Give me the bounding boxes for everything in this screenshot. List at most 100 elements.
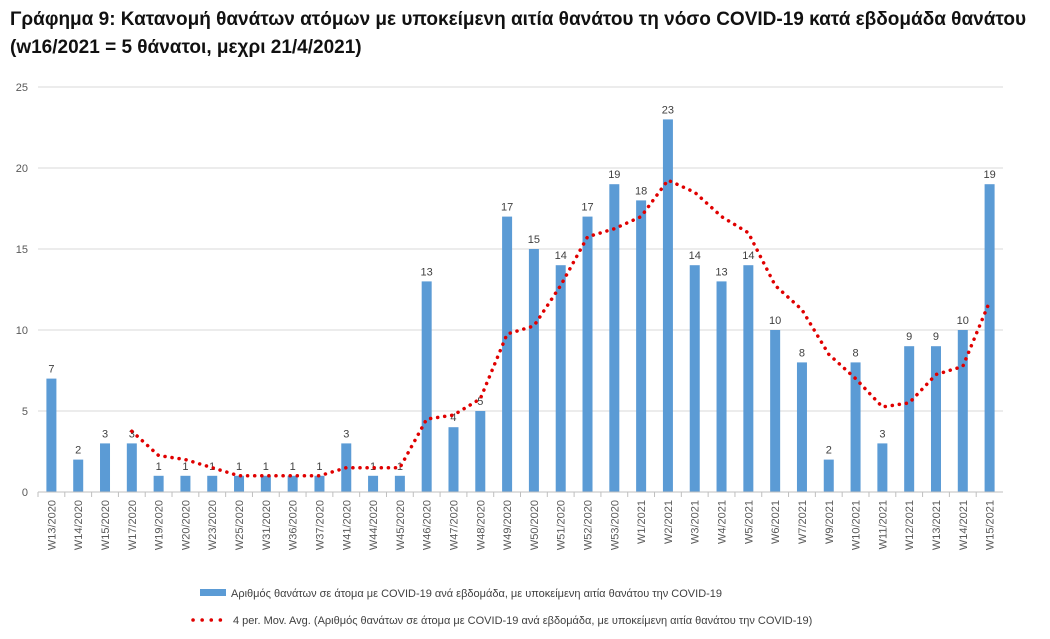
x-tick-label: W5/2021	[743, 500, 755, 544]
data-label: 8	[853, 347, 859, 359]
bar	[314, 475, 325, 492]
bar	[475, 411, 486, 492]
x-tick-label: W49/2020	[502, 500, 514, 550]
x-tick-label: W1/2021	[636, 500, 648, 544]
legend-label-line: 4 per. Mov. Avg. (Αριθμός θανάτων σε άτο…	[233, 615, 812, 627]
bar	[528, 249, 539, 492]
x-tick-label: W13/2021	[931, 500, 943, 550]
bar	[502, 216, 513, 492]
bar	[287, 475, 298, 492]
bar	[877, 443, 888, 492]
data-label: 18	[635, 185, 647, 197]
bar	[126, 443, 137, 492]
x-tick-label: W46/2020	[422, 500, 434, 550]
data-label: 1	[156, 461, 162, 473]
bar	[984, 184, 995, 492]
data-label: 7	[48, 364, 54, 376]
data-label: 9	[906, 331, 912, 343]
bar	[394, 475, 405, 492]
x-tick-label: W41/2020	[341, 500, 353, 550]
y-tick-label: 20	[16, 163, 28, 175]
data-label: 4	[450, 412, 456, 424]
x-tick-label: W10/2021	[851, 500, 863, 550]
bar	[904, 346, 915, 492]
data-label: 1	[236, 461, 242, 473]
x-tick-label: W48/2020	[475, 500, 487, 550]
y-tick-label: 0	[22, 487, 28, 499]
data-label: 1	[263, 461, 269, 473]
data-label: 23	[662, 104, 674, 116]
data-label: 1	[182, 461, 188, 473]
bar	[716, 281, 727, 492]
data-label: 14	[742, 250, 754, 262]
x-tick-label: W12/2021	[904, 500, 916, 550]
bar	[609, 184, 620, 492]
x-tick-label: W11/2021	[877, 500, 889, 549]
bar	[153, 475, 164, 492]
x-tick-label: W17/2020	[127, 500, 139, 550]
bar	[796, 362, 807, 492]
moving-average-line	[130, 177, 992, 478]
data-label: 17	[501, 202, 513, 214]
x-tick-label: W2/2021	[663, 500, 675, 544]
bar	[448, 427, 459, 492]
bar	[689, 265, 700, 492]
x-tick-label: W14/2021	[958, 500, 970, 550]
data-label: 2	[826, 445, 832, 457]
bar	[207, 475, 218, 492]
data-label: 3	[343, 428, 349, 440]
chart-title: Γράφημα 9: Κατανομή θανάτων ατόμων με υπ…	[10, 9, 1026, 58]
x-tick-label: W31/2020	[261, 500, 273, 550]
x-tick-label: W15/2020	[100, 500, 112, 550]
bar	[234, 475, 245, 492]
x-tick-label: W9/2021	[824, 500, 836, 544]
legend-swatch-bars	[200, 589, 226, 596]
y-tick-label: 25	[16, 82, 28, 94]
data-label: 13	[421, 266, 433, 278]
bar	[100, 443, 111, 492]
x-tick-label: W51/2020	[556, 500, 568, 550]
data-label: 14	[555, 250, 567, 262]
bar	[770, 330, 781, 492]
data-label: 9	[933, 331, 939, 343]
x-tick-label: W36/2020	[288, 500, 300, 550]
legend-label-bars: Αριθμός θανάτων σε άτομα με COVID-19 ανά…	[231, 588, 722, 600]
data-label: 8	[799, 347, 805, 359]
bar	[368, 475, 379, 492]
data-label: 19	[983, 169, 995, 181]
data-label: 3	[129, 428, 135, 440]
x-tick-label: W52/2020	[583, 500, 595, 550]
data-label: 13	[715, 266, 727, 278]
data-label: 10	[957, 315, 969, 327]
data-label: 14	[689, 250, 701, 262]
data-label: 15	[528, 234, 540, 246]
data-label: 19	[608, 169, 620, 181]
x-tick-label: W45/2020	[395, 500, 407, 550]
x-tick-label: W13/2020	[46, 500, 58, 550]
y-tick-label: 15	[16, 244, 28, 256]
x-tick-label: W7/2021	[797, 500, 809, 544]
bar	[850, 362, 861, 492]
data-label: 17	[581, 202, 593, 214]
bar	[260, 475, 271, 492]
data-label: 3	[879, 428, 885, 440]
x-tick-label: W44/2020	[368, 500, 380, 550]
x-tick-label: W53/2020	[609, 500, 621, 550]
bar	[73, 459, 84, 492]
x-tick-label: W15/2021	[985, 500, 997, 550]
x-tick-label: W50/2020	[529, 500, 541, 550]
bar	[823, 459, 834, 492]
data-label: 10	[769, 315, 781, 327]
bar	[582, 216, 593, 492]
bar	[180, 475, 191, 492]
x-tick-label: W14/2020	[73, 500, 85, 550]
x-tick-label: W37/2020	[314, 500, 326, 550]
x-tick-label: W3/2021	[690, 500, 702, 544]
x-tick-label: W19/2020	[154, 500, 166, 550]
data-label: 1	[290, 461, 296, 473]
x-tick-label: W47/2020	[448, 500, 460, 550]
data-label: 1	[397, 461, 403, 473]
x-tick-label: W6/2021	[770, 500, 782, 544]
data-label: 2	[75, 445, 81, 457]
